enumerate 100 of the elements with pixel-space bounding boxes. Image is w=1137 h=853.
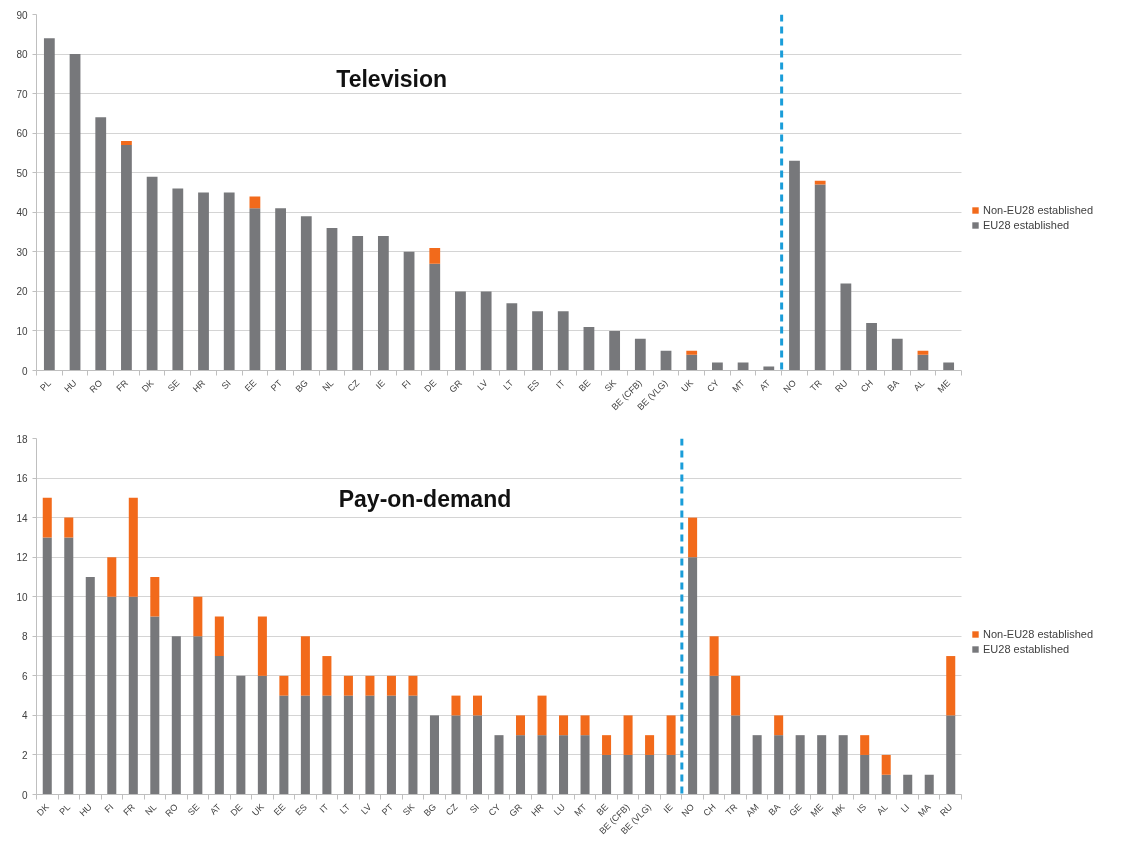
x-tick-label: CZ (345, 377, 362, 394)
y-tick-label: 0 (21, 789, 28, 801)
bar (838, 735, 848, 795)
bar (866, 323, 877, 371)
bar (43, 38, 55, 371)
bar (85, 576, 95, 795)
x-tick-label: TR (808, 377, 825, 394)
bar (326, 228, 338, 371)
x-tick-label: AL (874, 801, 890, 817)
bar (946, 715, 956, 795)
x-tick-label: LU (551, 801, 568, 818)
bar (537, 695, 547, 736)
x-tick-label: UK (679, 377, 696, 394)
bar (580, 735, 590, 795)
bar (946, 656, 956, 716)
bar (814, 184, 826, 371)
x-tick-label: RO (87, 377, 105, 395)
x-tick-label: MK (830, 801, 847, 819)
bar (451, 695, 461, 716)
bar (128, 497, 138, 597)
bar (494, 735, 504, 795)
bar (924, 774, 934, 795)
bar (365, 675, 375, 696)
x-tick-label: MT (730, 377, 747, 395)
bar (429, 263, 441, 371)
bar (537, 735, 547, 795)
bar (609, 330, 621, 371)
bar (688, 517, 698, 558)
bar (860, 735, 870, 755)
bar (580, 715, 590, 736)
bar (403, 251, 415, 371)
x-tick-label: HR (190, 377, 208, 395)
x-tick-label: IE (661, 801, 675, 816)
x-tick-label: HU (77, 801, 94, 819)
x-tick-label: LV (359, 801, 374, 817)
bar (377, 236, 389, 371)
legend-label: Non-EU28 established (983, 628, 1094, 641)
y-tick-label: 90 (16, 9, 28, 21)
bar (666, 715, 676, 755)
bar (64, 537, 74, 795)
bar (236, 675, 246, 795)
bar (408, 695, 418, 795)
x-tick-label: CY (486, 801, 503, 818)
bar (249, 196, 261, 209)
bar (257, 616, 267, 676)
x-tick-label: DK (34, 801, 51, 818)
bar (686, 350, 698, 355)
bar (814, 180, 826, 185)
bar (709, 675, 719, 795)
x-tick-label: HU (62, 377, 79, 395)
bar (408, 675, 418, 696)
y-tick-label: 50 (16, 167, 28, 179)
y-tick-label: 18 (16, 433, 28, 445)
x-tick-label: UK (250, 801, 266, 818)
bar (480, 291, 492, 371)
bar (623, 715, 633, 755)
bar (795, 735, 805, 795)
bar (300, 216, 312, 371)
y-tick-label: 70 (16, 88, 28, 100)
x-tick-label: PL (38, 377, 53, 393)
x-tick-label: FI (102, 801, 116, 815)
x-tick-label: IT (317, 801, 331, 815)
bar (881, 754, 891, 775)
bar (774, 735, 784, 795)
x-tick-label: SK (400, 801, 417, 818)
bar (943, 362, 955, 371)
text: Pay-on-demand (338, 486, 512, 513)
y-tick-label: 14 (16, 512, 28, 524)
x-tick-label: BG (421, 801, 439, 819)
x-tick-label: PT (268, 377, 285, 394)
bar (279, 695, 289, 795)
x-tick-label: RU (833, 377, 850, 395)
bar (774, 715, 784, 736)
y-tick-label: 6 (21, 670, 28, 682)
y-tick-label: 80 (16, 49, 28, 61)
bar (752, 735, 762, 795)
bar (107, 557, 117, 597)
x-tick-label: NL (320, 377, 336, 394)
bar (686, 354, 698, 371)
x-tick-label: CZ (443, 801, 460, 818)
x-tick-label: LT (501, 377, 516, 392)
bar (903, 774, 913, 795)
x-tick-label: GR (447, 377, 465, 395)
bar (352, 236, 364, 371)
bar (623, 754, 633, 795)
bar (557, 311, 569, 371)
bar (583, 326, 595, 371)
bar (472, 715, 483, 795)
bar (731, 675, 741, 716)
x-tick-label: BA (766, 801, 783, 818)
bar (712, 362, 723, 371)
x-tick-label: CH (858, 377, 876, 395)
text: Television (336, 65, 448, 92)
bar (789, 160, 800, 371)
bar (709, 636, 719, 676)
bar (223, 192, 235, 371)
x-tick-label: NO (781, 377, 799, 395)
x-tick-label: ME (935, 377, 953, 395)
x-tick-label: GE (787, 801, 804, 819)
x-tick-label: BE (576, 377, 593, 394)
